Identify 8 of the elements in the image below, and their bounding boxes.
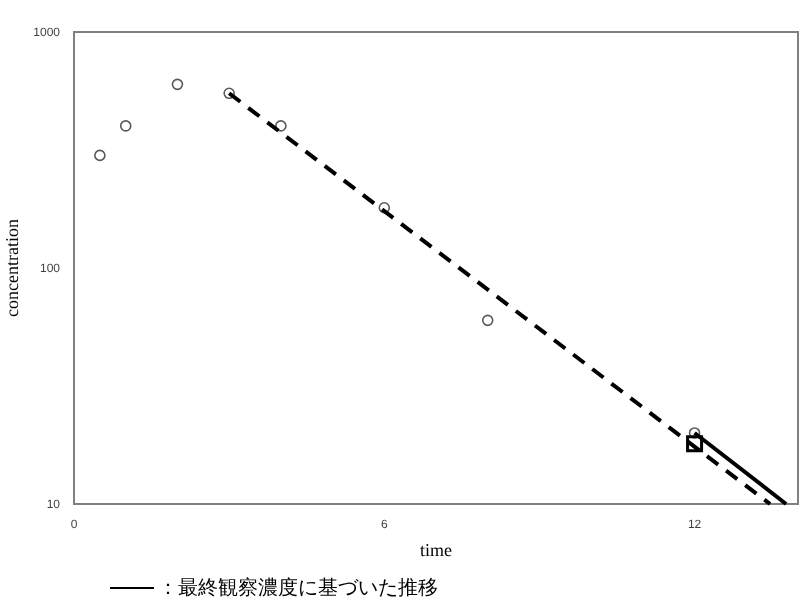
point (119, 120, 132, 132)
x-axis-title: time (420, 540, 452, 560)
point (686, 435, 704, 453)
legend-label: ：最終観察濃度に基づいた推移 (158, 576, 438, 600)
point (94, 149, 106, 162)
y-axis-title: concentration (2, 218, 22, 317)
point (171, 78, 184, 91)
point (481, 314, 494, 327)
